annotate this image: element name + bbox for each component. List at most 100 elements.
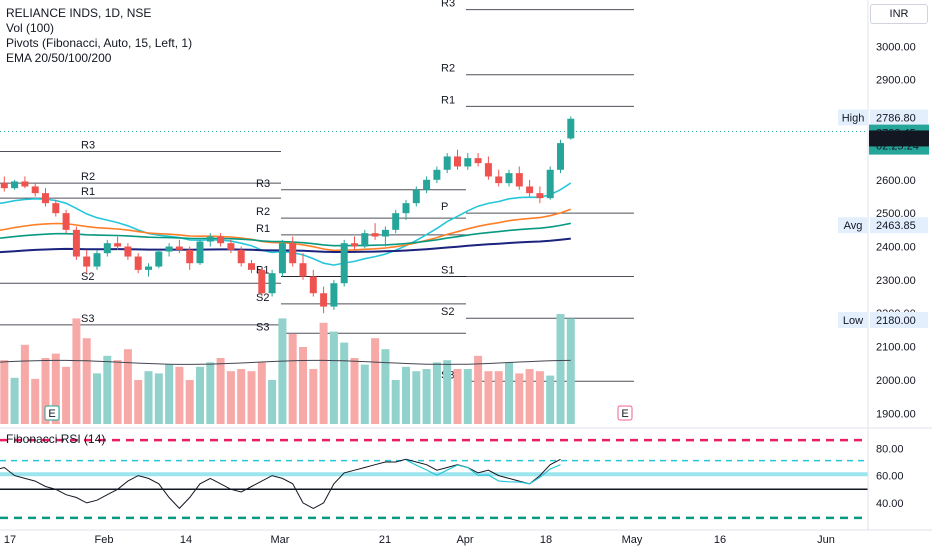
candle-body[interactable] (515, 173, 523, 187)
candle-body[interactable] (381, 229, 389, 237)
candle-body[interactable] (165, 246, 173, 252)
candle-body[interactable] (278, 243, 286, 274)
candle-body[interactable] (309, 276, 317, 294)
candle-body[interactable] (567, 118, 575, 139)
volume-bar (113, 360, 122, 424)
volume-bar (93, 373, 101, 424)
candle-body[interactable] (340, 243, 348, 284)
price-tick-label: 2000.00 (876, 375, 916, 387)
candle-body[interactable] (526, 186, 534, 194)
candle-body[interactable] (474, 158, 482, 164)
candle-body[interactable] (557, 143, 564, 170)
volume-bar (309, 369, 318, 424)
candle-body[interactable] (42, 193, 49, 204)
candle-body[interactable] (62, 213, 70, 230)
candlesticks[interactable] (0, 116, 575, 314)
candle-body[interactable] (505, 173, 513, 184)
volume-bar (20, 344, 29, 424)
rsi-title[interactable]: Fibonacci RSI (14) (6, 432, 106, 446)
marker-value-bg-avg (870, 217, 928, 234)
marker-value-bg-high (870, 109, 928, 126)
volume-bar (371, 338, 380, 424)
candle-body[interactable] (103, 243, 111, 254)
volume-bar (123, 349, 132, 424)
candle-body[interactable] (320, 293, 328, 307)
candle-body[interactable] (237, 249, 245, 264)
candle-body[interactable] (0, 183, 8, 189)
candle-body[interactable] (268, 273, 276, 294)
candle-body[interactable] (134, 256, 142, 270)
time-tick-label: 14 (180, 534, 192, 546)
candle-body[interactable] (423, 179, 431, 190)
rsi-line[interactable] (0, 458, 561, 510)
volume-bar (412, 371, 421, 424)
earnings-marker-future[interactable]: E (617, 405, 633, 421)
marker-value-low: 2180.00 (876, 315, 916, 327)
symbol-title[interactable]: RELIANCE INDS, 1D, NSE (6, 6, 152, 20)
candle-body[interactable] (546, 169, 554, 199)
currency-button[interactable]: INR (870, 4, 928, 24)
volume-bar (566, 318, 575, 424)
volume-bar (474, 355, 483, 424)
candle-body[interactable] (52, 203, 60, 214)
candle-body[interactable] (186, 249, 194, 264)
pivot-label-r2: R2 (441, 63, 455, 75)
candle-body[interactable] (464, 158, 472, 167)
candle-body[interactable] (72, 229, 80, 257)
volume-bar (288, 333, 297, 424)
candle-body[interactable] (299, 263, 307, 277)
candle-body[interactable] (351, 243, 358, 247)
candle-body[interactable] (114, 243, 122, 247)
candle-body[interactable] (495, 176, 503, 184)
candle-body[interactable] (206, 236, 214, 242)
candle-body[interactable] (227, 243, 235, 250)
candle-body[interactable] (196, 241, 204, 264)
candle-body[interactable] (412, 189, 420, 204)
earnings-marker[interactable]: E (44, 405, 60, 421)
rsi-pane[interactable] (0, 438, 868, 520)
candle-body[interactable] (93, 253, 101, 267)
legend-ema[interactable]: EMA 20/50/100/200 (6, 51, 112, 65)
candle-body[interactable] (536, 193, 544, 199)
marker-value-high: 2786.80 (876, 112, 916, 124)
earnings-icon[interactable] (617, 405, 633, 421)
legend-pivots[interactable]: Pivots (Fibonacci, Auto, 15, Left, 1) (6, 36, 193, 50)
candle-body[interactable] (175, 246, 183, 250)
candle-body[interactable] (402, 203, 410, 214)
earnings-icon[interactable] (44, 405, 60, 421)
candle-body[interactable] (484, 163, 492, 177)
candle-body[interactable] (31, 186, 39, 194)
candle-body[interactable] (371, 233, 379, 237)
pivot-label-r2: R2 (81, 171, 95, 183)
candle-body[interactable] (83, 256, 91, 267)
volume-bar (144, 371, 153, 424)
volume-bar (278, 318, 287, 424)
candle-body[interactable] (443, 156, 451, 170)
candle-body[interactable] (454, 156, 461, 167)
candle-body[interactable] (392, 213, 400, 230)
volume-bar (257, 362, 266, 424)
rsi-signal-line (405, 459, 561, 485)
volume-bar (525, 369, 534, 424)
pivot-label-s1: S1 (441, 265, 454, 277)
candle-body[interactable] (217, 236, 225, 244)
marker-label-high: High (842, 112, 865, 124)
time-tick-label: 18 (540, 534, 552, 546)
candle-body[interactable] (289, 243, 297, 264)
candle-body[interactable] (433, 169, 441, 180)
candle-body[interactable] (155, 251, 163, 267)
price-tick-label: 2100.00 (876, 342, 916, 354)
candle-body[interactable] (21, 181, 29, 187)
volume-bar (165, 364, 174, 424)
candle-body[interactable] (145, 266, 152, 270)
pivot-label-r3: R3 (81, 139, 95, 151)
candle-body[interactable] (330, 283, 338, 307)
candle-body[interactable] (11, 181, 19, 189)
candle-body[interactable] (361, 233, 369, 247)
legend-volume[interactable]: Vol (100) (6, 21, 55, 35)
volume-bar (82, 338, 91, 424)
candle-body[interactable] (258, 269, 266, 294)
candle-body[interactable] (124, 246, 132, 257)
candle-body[interactable] (248, 263, 255, 270)
